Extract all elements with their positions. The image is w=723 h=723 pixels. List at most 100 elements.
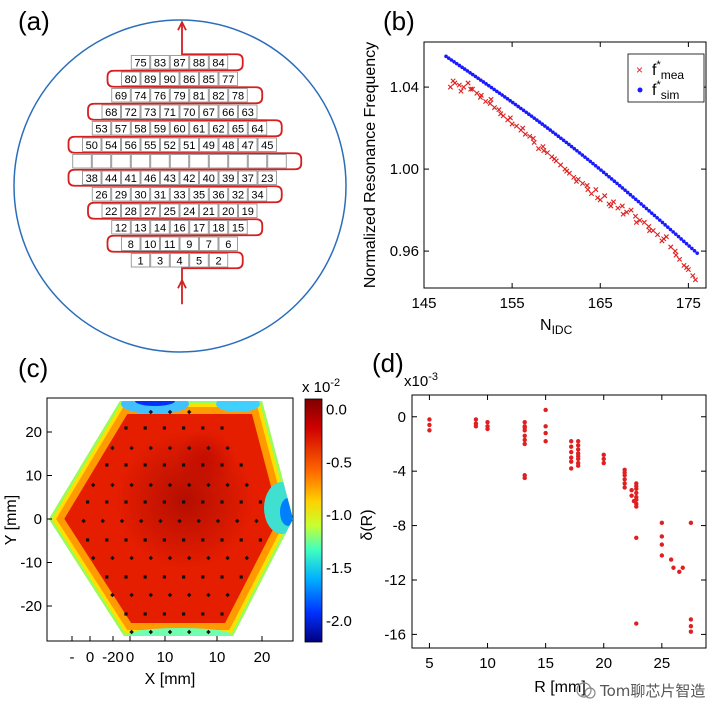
idc-cell-label: 56 [125,140,137,152]
mea-point-stroke [566,170,572,176]
delta-point [522,475,527,481]
delta-point [543,424,548,429]
mea-point [447,84,454,90]
mea-point-stroke [661,236,667,242]
mea-point [573,178,580,184]
idc-cell [91,154,112,169]
idc-cell [130,253,151,268]
mea-point [535,146,542,152]
panel-b-ytick-label: 1.00 [390,161,419,178]
sensor-marker [139,518,144,524]
mea-point-stroke [571,174,577,180]
mea-point [468,86,474,92]
sim-point [633,197,638,202]
panel-d-ytick-label: -4 [393,463,406,480]
idc-cell [257,137,277,152]
idc-cell [169,121,190,136]
idc-cell [140,236,160,251]
sensor-marker [105,463,109,467]
mea-point [531,139,537,146]
sensor-marker [110,592,115,598]
sensor-marker [148,445,153,451]
idc-cell [238,170,258,185]
sensor-marker [167,409,173,415]
sim-point [537,120,542,124]
idc-cell-label: 24 [183,206,195,218]
idc-cell [160,104,180,119]
mea-point-stroke [447,84,454,90]
sensor-marker [177,518,182,524]
sensor-marker [258,500,262,504]
sim-point [620,186,625,190]
delta-point [522,437,527,443]
sensor-marker [86,538,90,542]
sensor-marker [206,629,211,635]
delta-point [634,535,639,541]
panel-c-xtick-label: 10 [209,649,226,666]
mea-point [450,78,456,84]
idc-cell-label: 37 [242,173,254,185]
idc-cell [160,71,180,86]
delta-point [575,447,581,452]
sim-point [604,172,609,177]
mea-point [602,193,608,199]
sensor-marker [129,445,134,451]
sensor-marker [162,463,166,467]
idc-cell [199,170,219,185]
mea-point [661,236,667,242]
panel-b-xtick-label: 145 [411,295,436,312]
idc-cell-label: 45 [261,140,273,152]
idc-cell [218,236,238,251]
mea-point [584,182,590,189]
sensor-marker [215,518,221,524]
sim-point [473,74,478,79]
delta-point [622,481,627,486]
idc-cell-label: 8 [128,239,134,251]
idc-cell [101,137,121,152]
mea-point-stroke [531,139,537,146]
sim-point [543,124,547,128]
sim-point [615,181,619,186]
sensor-marker [225,592,230,598]
mea-point [633,219,639,225]
sensor-marker [187,482,192,488]
sensor-marker [201,500,205,504]
idc-cell [169,220,190,235]
sensor-marker [162,612,166,616]
sim-point [567,142,571,147]
sim-point [687,244,691,248]
idc-cell-label: 62 [212,123,224,135]
idc-cell [179,170,199,185]
idc-cell-label: 69 [115,90,127,102]
mea-point [456,82,462,88]
mea-point [624,209,630,215]
delta-point [473,424,479,429]
sim-point [513,102,518,107]
idc-cell-label: 25 [164,206,176,218]
idc-cell-label: 57 [115,123,127,135]
sim-point [521,108,526,113]
sensor-marker [158,518,163,524]
sensor-marker [206,445,211,451]
delta-point [522,420,527,425]
idc-cell [238,104,258,119]
mea-point-stroke [673,252,679,258]
delta-point [634,490,639,496]
delta-point [659,553,665,558]
sensor-marker [148,482,153,488]
delta-point [569,459,574,464]
idc-cell [111,187,131,202]
mea-point-stroke [498,111,504,117]
sim-point [639,202,643,206]
panel-d-ytick-label: 0 [398,409,406,426]
sim-point [596,166,601,170]
idc-cell-label: 39 [222,173,234,185]
idc-cell [189,187,209,202]
mea-point [488,96,494,102]
panel-d-ytick-label: -12 [384,572,406,589]
mea-point [469,86,476,92]
idc-cell-label: 53 [95,123,107,135]
idc-cell [160,170,180,185]
idc-cell [111,154,131,169]
sensor-marker [167,629,173,635]
